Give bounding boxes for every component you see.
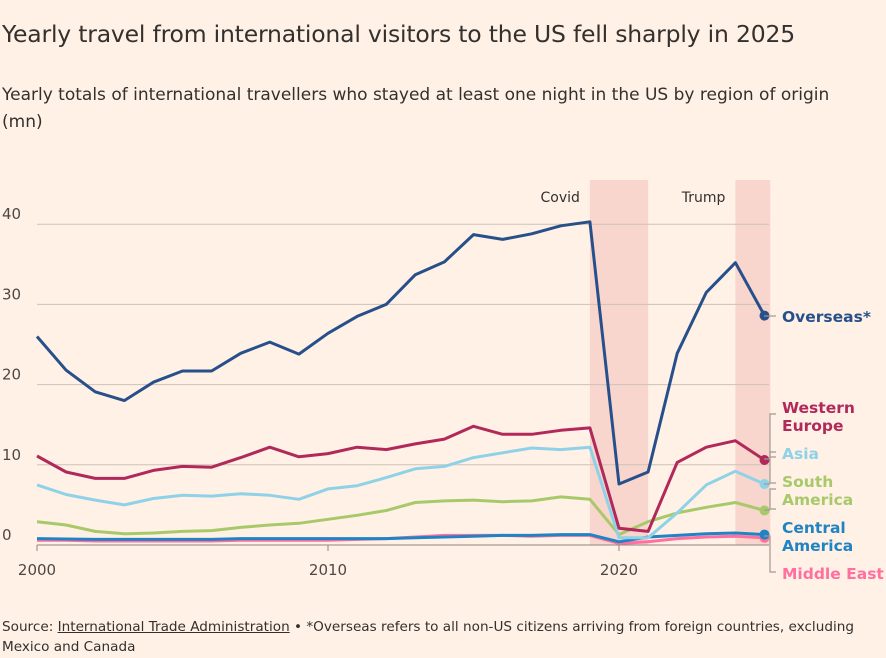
source-footnote: • *Overseas refers to all non-US citizen… xyxy=(2,619,854,655)
source-note: Source: International Trade Administrati… xyxy=(2,617,882,657)
label-middle-east: Middle East xyxy=(782,565,884,583)
label-brackets xyxy=(764,315,776,573)
chart-subtitle: Yearly totals of international traveller… xyxy=(2,85,830,132)
line-chart: Covid Trump 0 10 20 30 40 2000 2010 2020 Oversea… xyxy=(2,180,884,583)
y-tick-label: 0 xyxy=(2,526,12,544)
label-central-america-1: Central xyxy=(782,519,846,537)
label-western-europe-1: Western xyxy=(782,399,855,417)
label-asia: Asia xyxy=(782,445,819,463)
end-point-central-america xyxy=(759,529,770,540)
label-south-america-1: South xyxy=(782,473,833,491)
label-central-america-2: America xyxy=(782,537,853,555)
end-point-western-europe xyxy=(759,454,770,465)
x-tick-label: 2010 xyxy=(309,561,347,579)
x-tick-label: 2020 xyxy=(600,561,638,579)
annotation-covid: Covid xyxy=(540,190,579,206)
label-western-europe-2: Europe xyxy=(782,417,844,435)
chart-title: Yearly travel from international visitor… xyxy=(2,20,795,48)
y-tick-label: 20 xyxy=(2,366,21,384)
source-label: Source: xyxy=(2,619,54,635)
y-tick-label: 10 xyxy=(2,446,21,464)
series-line-asia xyxy=(36,445,766,540)
y-tick-label: 30 xyxy=(2,285,21,303)
series-line-overseas xyxy=(35,220,766,486)
y-tick-label: 40 xyxy=(2,205,21,223)
label-south-america-2: America xyxy=(782,491,853,509)
series-line-south-america xyxy=(36,495,765,537)
annotation-trump: Trump xyxy=(681,190,726,206)
label-overseas: Overseas* xyxy=(782,308,871,326)
source-link[interactable]: International Trade Administration xyxy=(57,619,290,635)
shade-trump xyxy=(735,180,771,545)
series-line-western-europe xyxy=(36,424,766,533)
shade-covid xyxy=(589,180,649,545)
x-tick-label: 2000 xyxy=(18,561,56,579)
